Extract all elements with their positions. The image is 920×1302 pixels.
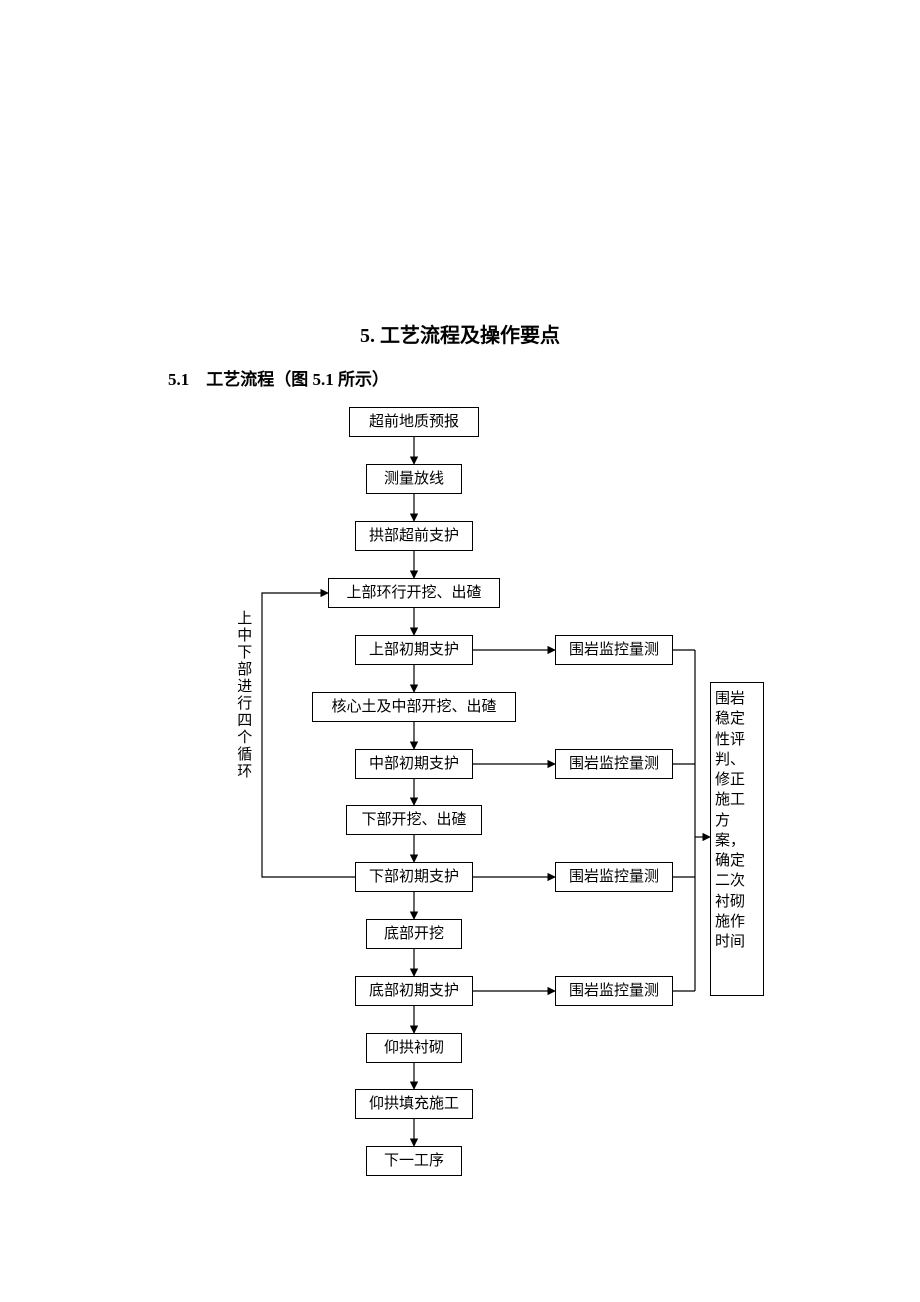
page-title: 5. 工艺流程及操作要点 <box>0 319 920 348</box>
right-evaluation-box: 围岩稳定性评判、修正施工方案，确定二次衬砌施作时间 <box>710 682 764 996</box>
right-box-line: 二次 <box>715 871 759 891</box>
node-upper-initial-support: 上部初期支护 <box>355 635 473 665</box>
node-label: 围岩监控量测 <box>569 870 659 885</box>
node-invert-fill: 仰拱填充施工 <box>355 1089 473 1119</box>
right-box-line: 确定 <box>715 851 759 871</box>
right-box-line: 施作 <box>715 912 759 932</box>
right-box-line: 衬砌 <box>715 892 759 912</box>
node-next-step: 下一工序 <box>366 1146 462 1176</box>
right-box-line: 判、 <box>715 750 759 770</box>
node-invert-lining: 仰拱衬砌 <box>366 1033 462 1063</box>
node-label: 底部开挖 <box>384 927 444 942</box>
right-box-line: 施工 <box>715 790 759 810</box>
node-lower-excavate: 下部开挖、出碴 <box>346 805 482 835</box>
node-bottom-excavate: 底部开挖 <box>366 919 462 949</box>
node-label: 仰拱填充施工 <box>369 1097 459 1112</box>
node-label: 超前地质预报 <box>369 415 459 430</box>
page: 5. 工艺流程及操作要点 5.1 工艺流程（图 5.1 所示） 超前地质预报 测… <box>0 0 920 1302</box>
right-box-line: 方案， <box>715 811 759 852</box>
node-advance-geology: 超前地质预报 <box>349 407 479 437</box>
right-box-line: 稳定 <box>715 709 759 729</box>
node-core-mid-excavate: 核心土及中部开挖、出碴 <box>312 692 516 722</box>
node-monitor-2: 围岩监控量测 <box>555 749 673 779</box>
node-monitor-3: 围岩监控量测 <box>555 862 673 892</box>
node-label: 仰拱衬砌 <box>384 1041 444 1056</box>
node-label: 上部初期支护 <box>369 643 459 658</box>
node-label: 下一工序 <box>384 1154 444 1169</box>
right-box-line: 性评 <box>715 730 759 750</box>
left-loop-annotation: 上中下部进行四个循环 <box>234 610 251 780</box>
right-box-line: 围岩 <box>715 689 759 709</box>
node-label: 下部开挖、出碴 <box>361 813 466 828</box>
node-survey: 测量放线 <box>366 464 462 494</box>
node-upper-excavate: 上部环行开挖、出碴 <box>328 578 500 608</box>
node-monitor-1: 围岩监控量测 <box>555 635 673 665</box>
node-lower-initial-support: 下部初期支护 <box>355 862 473 892</box>
node-label: 上部环行开挖、出碴 <box>346 586 481 601</box>
node-mid-initial-support: 中部初期支护 <box>355 749 473 779</box>
node-label: 围岩监控量测 <box>569 984 659 999</box>
node-label: 围岩监控量测 <box>569 757 659 772</box>
node-arch-advance-support: 拱部超前支护 <box>355 521 473 551</box>
node-label: 中部初期支护 <box>369 757 459 772</box>
section-subtitle: 5.1 工艺流程（图 5.1 所示） <box>168 365 389 390</box>
node-label: 测量放线 <box>384 472 444 487</box>
node-monitor-4: 围岩监控量测 <box>555 976 673 1006</box>
right-box-line: 时间 <box>715 932 759 952</box>
node-bottom-initial-support: 底部初期支护 <box>355 976 473 1006</box>
node-label: 底部初期支护 <box>369 984 459 999</box>
node-label: 下部初期支护 <box>369 870 459 885</box>
node-label: 核心土及中部开挖、出碴 <box>331 700 496 715</box>
node-label: 拱部超前支护 <box>369 529 459 544</box>
node-label: 围岩监控量测 <box>569 643 659 658</box>
right-box-line: 修正 <box>715 770 759 790</box>
